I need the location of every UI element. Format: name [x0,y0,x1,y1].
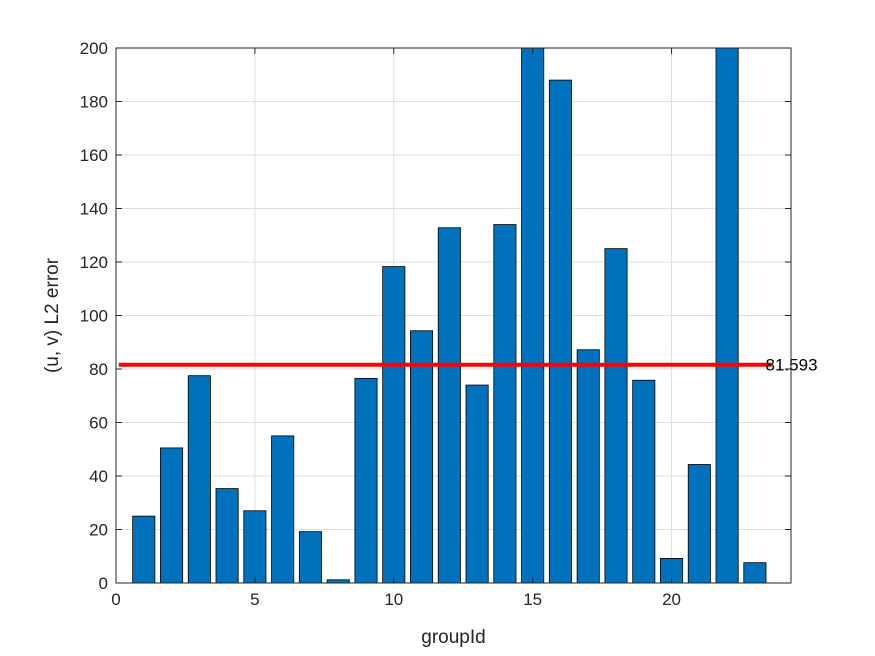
y-tick-label: 160 [80,146,108,165]
y-tick-label: 180 [80,93,108,112]
y-tick-label: 60 [89,414,108,433]
bar-group-14 [493,224,517,584]
mean-reference: 81.593 [118,356,818,375]
bar-group-2 [160,447,184,584]
bar-group-10 [382,266,406,584]
bar-group-15 [521,47,545,584]
bar-group-9 [354,377,378,584]
y-tick-label: 100 [80,307,108,326]
bar-group-3 [187,375,211,584]
bar-group-7 [298,531,322,584]
bar-group-6 [271,435,295,584]
bar-group-22 [715,47,739,584]
y-tick-label: 140 [80,200,108,219]
y-axis-label: (u, v) L2 error [42,257,63,373]
mean-line-label: 81.593 [766,356,818,375]
bar-group-23 [743,562,767,584]
bar-group-12 [437,227,461,584]
x-tick-label: 15 [523,590,542,609]
x-tick-label: 0 [111,590,120,609]
bar-group-1 [132,515,156,584]
x-axis-label: groupId [421,627,485,648]
bars [132,47,767,584]
y-tick-label: 80 [89,360,108,379]
x-tick-label: 20 [662,590,681,609]
y-tick-label: 0 [99,574,108,593]
bar-group-4 [215,488,239,584]
y-tick-label: 120 [80,253,108,272]
x-tick-label: 10 [384,590,403,609]
bar-group-16 [548,79,572,584]
y-tick-label: 200 [80,39,108,58]
y-tick-label: 40 [89,467,108,486]
axis-ticks [115,47,791,584]
bar-group-21 [687,464,711,584]
bar-group-5 [243,510,267,584]
bar-group-17 [576,349,600,584]
bar-group-11 [410,330,434,584]
bar-group-18 [604,248,628,584]
y-tick-label: 20 [89,521,108,540]
bar-group-19 [632,379,656,584]
x-tick-label: 5 [250,590,259,609]
bar-group-13 [465,384,489,584]
